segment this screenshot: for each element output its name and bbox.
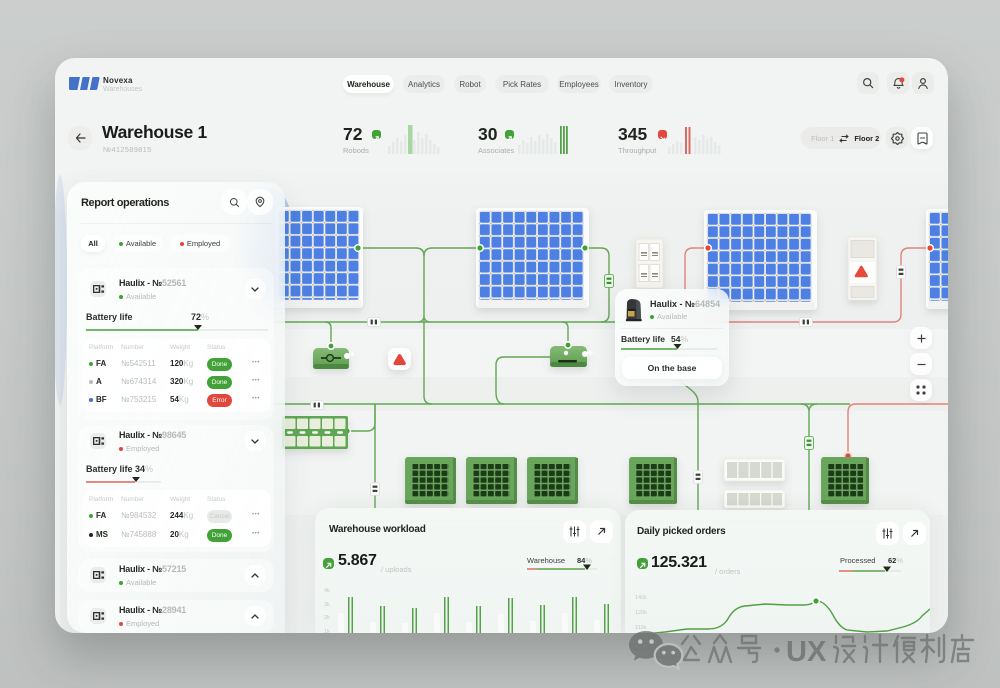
svg-text:UX: UX xyxy=(786,636,827,668)
